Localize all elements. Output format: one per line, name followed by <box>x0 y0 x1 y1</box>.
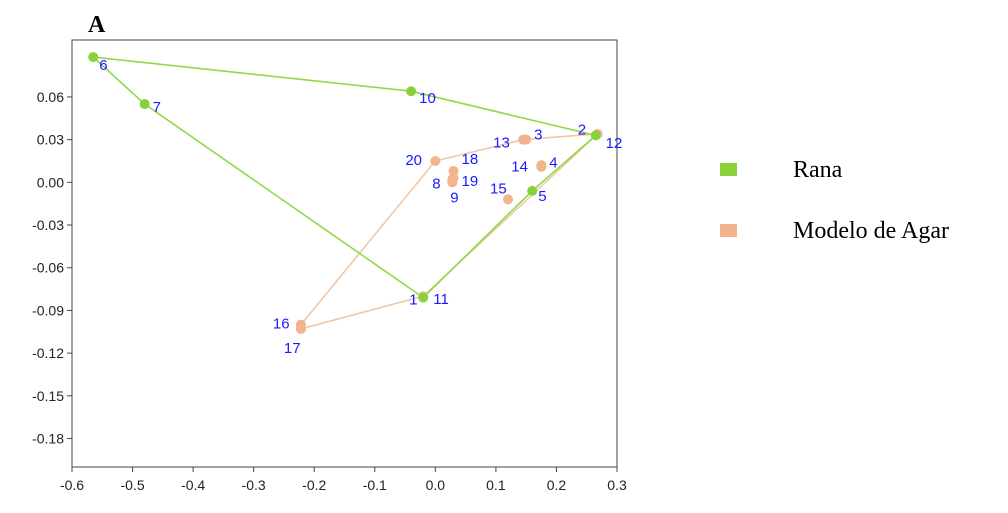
y-tick-label: -0.15 <box>32 388 64 404</box>
data-point <box>518 134 529 145</box>
y-tick-label: -0.18 <box>32 431 64 447</box>
point-label: 13 <box>493 135 510 152</box>
x-tick-label: -0.2 <box>302 477 326 493</box>
x-tick-label: 0.3 <box>607 477 627 493</box>
point-label: 16 <box>273 316 290 333</box>
point-label: 19 <box>462 173 479 190</box>
data-point <box>590 130 601 141</box>
y-tick-label: 0.03 <box>37 132 64 148</box>
plot-area <box>71 39 618 468</box>
point-label: 2 <box>578 121 586 138</box>
x-tick-label: 0.2 <box>547 477 567 493</box>
point-label: 3 <box>534 127 542 144</box>
data-point <box>503 194 513 205</box>
x-tick-label: -0.6 <box>60 477 84 493</box>
hull-rana <box>90 56 598 299</box>
data-point <box>88 52 99 63</box>
point-label: 6 <box>99 57 107 74</box>
point-label: 18 <box>462 151 479 168</box>
data-point <box>295 323 306 334</box>
data-point <box>139 99 150 110</box>
x-tick-label: 0.1 <box>486 477 506 493</box>
x-tick-label: -0.3 <box>242 477 266 493</box>
data-point <box>448 165 459 176</box>
data-point <box>527 185 538 196</box>
y-tick-label: -0.09 <box>32 302 64 318</box>
legend-label: Rana <box>793 157 843 183</box>
point-label: 10 <box>419 90 436 107</box>
x-tick-label: 0.0 <box>426 477 446 493</box>
point-label: 7 <box>153 99 161 116</box>
y-tick-label: -0.03 <box>32 217 64 233</box>
point-label: 14 <box>511 159 528 176</box>
point-label: 20 <box>405 152 422 169</box>
point-label: 9 <box>450 189 458 206</box>
panel-label: A <box>88 12 106 38</box>
x-tick-label: -0.4 <box>181 477 205 493</box>
data-point <box>418 292 429 303</box>
point-label: 17 <box>284 340 301 357</box>
point-label: 15 <box>490 180 507 197</box>
y-tick-label: -0.12 <box>32 345 64 361</box>
point-label: 4 <box>549 154 557 171</box>
y-tick-label: 0.06 <box>37 89 64 105</box>
point-label: 12 <box>606 135 623 152</box>
legend-swatch <box>720 224 737 237</box>
data-point <box>406 86 417 97</box>
point-label: 1 <box>409 292 417 309</box>
point-label: 5 <box>538 188 546 205</box>
data-point <box>448 173 459 184</box>
y-tick-label: -0.06 <box>32 260 64 276</box>
legend-swatch <box>720 163 737 176</box>
x-tick-label: -0.5 <box>120 477 144 493</box>
point-label: 8 <box>432 175 440 192</box>
legend-label: Modelo de Agar <box>793 218 949 244</box>
data-point <box>536 161 547 172</box>
x-tick-label: -0.1 <box>363 477 387 493</box>
point-label: 11 <box>433 291 449 308</box>
data-point <box>430 155 441 166</box>
y-tick-label: 0.00 <box>37 174 64 190</box>
